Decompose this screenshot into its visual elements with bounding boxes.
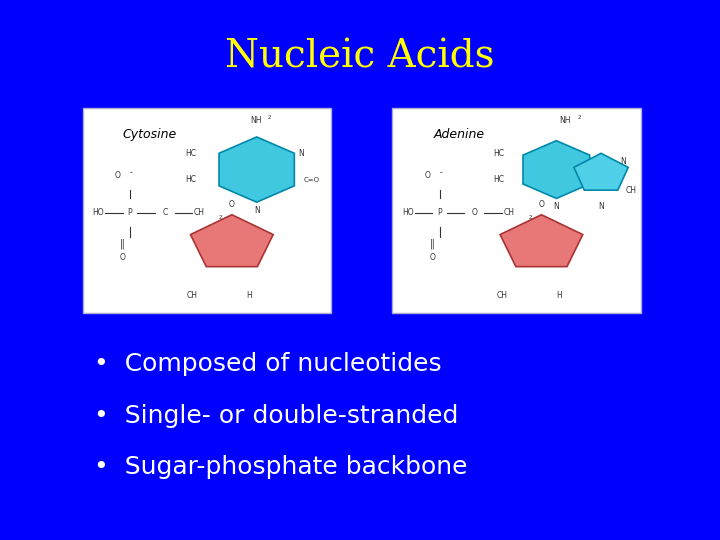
Text: P: P xyxy=(127,208,132,217)
Text: 2: 2 xyxy=(528,215,532,220)
Text: O: O xyxy=(229,200,235,209)
Text: 2: 2 xyxy=(219,215,222,220)
Text: HO: HO xyxy=(93,208,104,217)
Text: CH: CH xyxy=(194,208,205,217)
Text: O: O xyxy=(114,171,120,180)
Text: N: N xyxy=(621,157,626,166)
Text: C: C xyxy=(162,208,167,217)
Text: ‖: ‖ xyxy=(120,238,125,249)
Text: Adenine: Adenine xyxy=(434,128,485,141)
Text: O: O xyxy=(472,208,477,217)
Text: NH: NH xyxy=(250,116,261,125)
Polygon shape xyxy=(574,153,629,190)
Text: Cytosine: Cytosine xyxy=(122,128,177,141)
Text: O: O xyxy=(539,200,544,209)
Text: NH: NH xyxy=(559,116,571,125)
Text: HO: HO xyxy=(402,208,414,217)
Text: HC: HC xyxy=(494,176,505,184)
Text: -: - xyxy=(439,168,442,177)
Text: ‖: ‖ xyxy=(430,238,435,249)
Text: O: O xyxy=(429,253,435,262)
Text: -: - xyxy=(130,168,132,177)
Text: •  Single- or double-stranded: • Single- or double-stranded xyxy=(94,404,458,428)
Text: •  Sugar-phosphate backbone: • Sugar-phosphate backbone xyxy=(94,455,467,479)
Text: P: P xyxy=(437,208,442,217)
Polygon shape xyxy=(500,215,582,267)
Text: HC: HC xyxy=(185,176,197,184)
Polygon shape xyxy=(523,141,590,198)
Text: H: H xyxy=(556,291,562,300)
Text: N: N xyxy=(254,206,259,215)
Text: CH: CH xyxy=(496,291,507,300)
Text: 2: 2 xyxy=(268,114,271,120)
Text: O: O xyxy=(120,253,125,262)
Text: C=O: C=O xyxy=(303,177,320,183)
Text: CH: CH xyxy=(626,186,636,194)
Text: CH: CH xyxy=(186,291,197,300)
FancyBboxPatch shape xyxy=(83,108,331,313)
Text: H: H xyxy=(246,291,252,300)
Text: N: N xyxy=(299,148,305,158)
Text: HC: HC xyxy=(494,148,505,158)
Text: O: O xyxy=(424,171,430,180)
Text: •  Composed of nucleotides: • Composed of nucleotides xyxy=(94,353,441,376)
Polygon shape xyxy=(219,137,294,202)
Text: N: N xyxy=(598,202,604,211)
Polygon shape xyxy=(191,215,273,267)
FancyBboxPatch shape xyxy=(392,108,641,313)
Text: Nucleic Acids: Nucleic Acids xyxy=(225,38,495,75)
Text: CH: CH xyxy=(504,208,515,217)
Text: HC: HC xyxy=(185,148,197,158)
Text: N: N xyxy=(554,202,559,211)
Text: 2: 2 xyxy=(577,114,581,120)
